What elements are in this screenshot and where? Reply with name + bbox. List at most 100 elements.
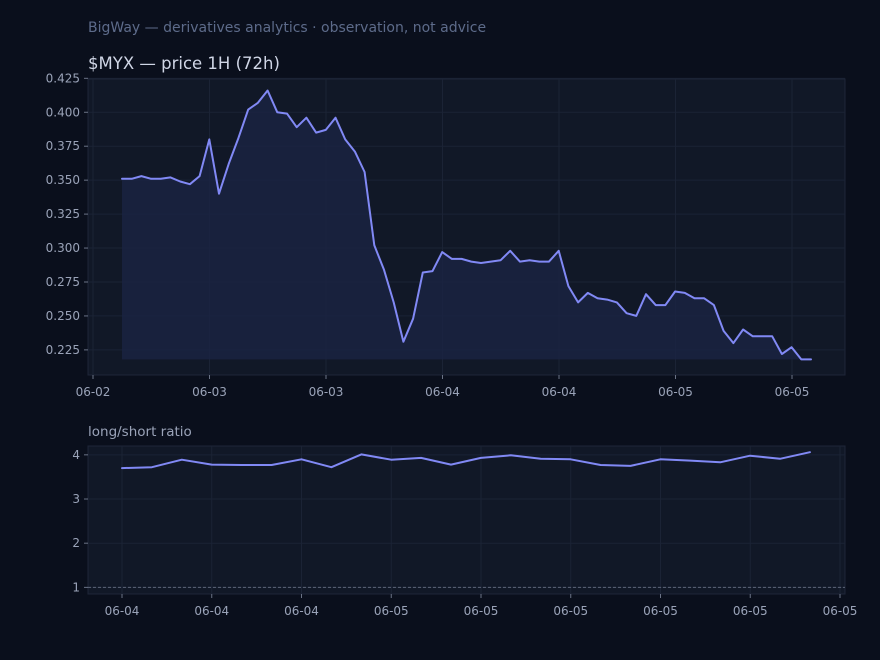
price-data-point — [674, 290, 677, 293]
ratio-data-point — [808, 451, 811, 454]
ratio-y-tick-label: 2 — [72, 536, 80, 550]
ratio-series-line — [121, 451, 811, 470]
price-data-point — [800, 358, 803, 361]
price-data-point — [722, 329, 725, 332]
price-data-point — [703, 297, 706, 300]
price-data-point — [732, 342, 735, 345]
price-data-point — [693, 297, 696, 300]
ratio-x-tick-label: 06-05 — [553, 604, 588, 618]
ratio-data-point — [240, 463, 243, 466]
price-y-tick-label: 0.400 — [46, 105, 80, 119]
ratio-data-point — [779, 457, 782, 460]
price-y-tick-label: 0.350 — [46, 173, 80, 187]
price-y-tick-label: 0.425 — [46, 71, 80, 85]
price-data-point — [567, 285, 570, 288]
ratio-data-point — [270, 463, 273, 466]
price-data-point — [344, 138, 347, 141]
ratio-data-point — [599, 463, 602, 466]
price-x-tick-label: 06-03 — [192, 385, 227, 399]
price-data-point — [373, 244, 376, 247]
price-data-point — [159, 177, 162, 180]
ratio-data-point — [629, 464, 632, 467]
price-data-point — [441, 251, 444, 254]
ratio-x-tick-label: 06-05 — [374, 604, 409, 618]
ratio-x-tick-label: 06-05 — [823, 604, 858, 618]
price-y-tick-label: 0.325 — [46, 207, 80, 221]
price-data-point — [169, 176, 172, 179]
price-chart: 0.225 0.250 0.275 0.300 0.325 0.350 0.375 0.400… — [46, 71, 846, 399]
price-y-tick-label: 0.375 — [46, 139, 80, 153]
price-data-point — [140, 175, 143, 178]
price-data-point — [121, 177, 124, 180]
price-data-point — [315, 131, 318, 134]
ratio-data-point — [180, 458, 183, 461]
ratio-x-tick-label: 06-05 — [464, 604, 499, 618]
price-data-point — [334, 116, 337, 119]
ratio-data-point — [569, 458, 572, 461]
price-data-point — [654, 304, 657, 307]
ratio-chart: 1 2 3 4 06-04 06-04 06-04 06-05 06-05 06-05 06-05 0… — [72, 445, 858, 618]
price-data-point — [383, 268, 386, 271]
ratio-data-point — [450, 463, 453, 466]
price-data-point — [247, 108, 250, 111]
price-data-point — [751, 335, 754, 338]
price-y-tick-label: 0.250 — [46, 309, 80, 323]
price-data-point — [227, 162, 230, 165]
ratio-x-tick-label: 06-04 — [284, 604, 319, 618]
price-y-tick-label: 0.300 — [46, 241, 80, 255]
ratio-x-tick-label: 06-05 — [643, 604, 678, 618]
price-data-point — [635, 314, 638, 317]
ratio-x-tick-label: 06-05 — [733, 604, 768, 618]
price-y-tick-label: 0.225 — [46, 343, 80, 357]
price-chart-title: $MYX — price 1H (72h) — [88, 54, 280, 73]
price-data-point — [528, 259, 531, 262]
price-data-point — [450, 257, 453, 260]
price-data-point — [538, 260, 541, 263]
price-data-point — [402, 340, 405, 343]
price-data-point — [683, 291, 686, 294]
price-data-point — [285, 112, 288, 115]
price-data-point — [547, 260, 550, 263]
price-data-point — [198, 175, 201, 178]
price-data-point — [480, 261, 483, 264]
price-data-point — [615, 301, 618, 304]
price-data-point — [363, 171, 366, 174]
ratio-plot-area — [87, 445, 846, 595]
price-x-tick-label: 06-04 — [542, 385, 577, 399]
ratio-data-point — [689, 459, 692, 462]
ratio-data-point — [390, 458, 393, 461]
price-data-point — [771, 335, 774, 338]
price-data-point — [295, 126, 298, 129]
ratio-y-tick-label: 3 — [72, 492, 80, 506]
price-data-point — [489, 260, 492, 263]
price-area-fill — [122, 90, 811, 360]
ratio-data-point — [509, 454, 512, 457]
price-data-point — [208, 138, 211, 141]
price-data-point — [586, 291, 589, 294]
ratio-data-point — [121, 467, 124, 470]
price-data-point — [179, 180, 182, 183]
price-data-point — [392, 301, 395, 304]
ratio-y-tick-label: 4 — [72, 448, 80, 462]
price-data-point — [276, 111, 279, 114]
price-data-point — [130, 177, 133, 180]
price-data-point — [712, 304, 715, 307]
price-x-tick-label: 06-04 — [425, 385, 460, 399]
price-data-point — [256, 101, 259, 104]
price-data-point — [421, 271, 424, 274]
price-y-tick-label: 0.275 — [46, 275, 80, 289]
ratio-chart-title: long/short ratio — [88, 424, 192, 440]
price-data-point — [218, 192, 221, 195]
ratio-data-point — [420, 456, 423, 459]
ratio-data-point — [749, 454, 752, 457]
price-data-point — [625, 312, 628, 315]
price-data-point — [305, 116, 308, 119]
price-data-point — [577, 301, 580, 304]
price-data-point — [470, 260, 473, 263]
price-data-point — [606, 298, 609, 301]
price-data-point — [518, 260, 521, 263]
price-data-point — [790, 346, 793, 349]
price-x-tick-label: 06-05 — [658, 385, 693, 399]
price-data-point — [509, 249, 512, 252]
